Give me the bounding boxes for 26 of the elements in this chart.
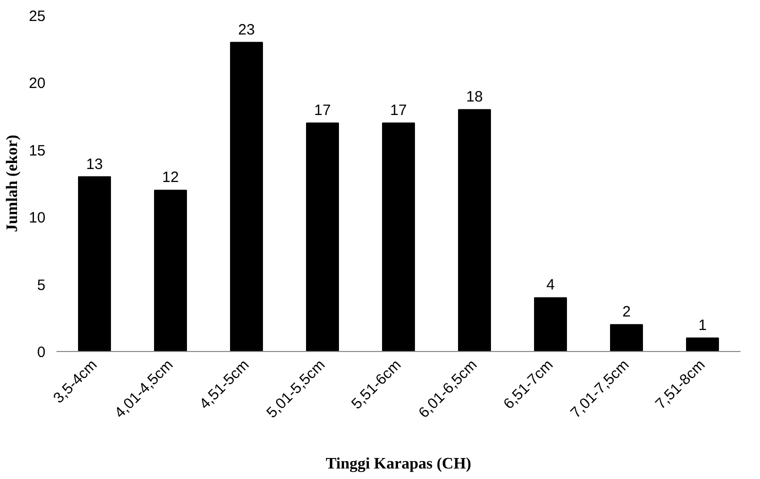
data-label: 12 xyxy=(162,169,179,186)
y-tick-label: 25 xyxy=(28,8,46,25)
data-label: 18 xyxy=(466,88,483,106)
y-tick-label: 10 xyxy=(28,210,46,227)
x-axis-title: Tinggi Karapas (CH) xyxy=(326,456,472,473)
data-label: 17 xyxy=(390,102,407,120)
y-tick-label: 5 xyxy=(37,276,46,294)
data-label: 1 xyxy=(698,317,707,334)
bar xyxy=(154,190,187,352)
data-label: 23 xyxy=(238,21,255,38)
bar xyxy=(686,338,719,352)
data-label: 2 xyxy=(622,304,631,321)
data-label: 17 xyxy=(314,102,331,120)
y-tick-label: 15 xyxy=(28,142,46,160)
bar xyxy=(610,324,643,352)
bar xyxy=(78,176,111,352)
bar xyxy=(382,122,415,352)
data-label: 4 xyxy=(546,276,555,294)
y-tick-label: 0 xyxy=(37,344,46,361)
bar xyxy=(534,297,567,352)
data-label: 13 xyxy=(86,156,103,173)
y-tick-label: 20 xyxy=(28,75,46,92)
y-axis-title: Jumlah (ekor) xyxy=(4,134,21,232)
bar xyxy=(306,122,339,352)
bar xyxy=(230,42,263,352)
bar xyxy=(458,109,491,352)
